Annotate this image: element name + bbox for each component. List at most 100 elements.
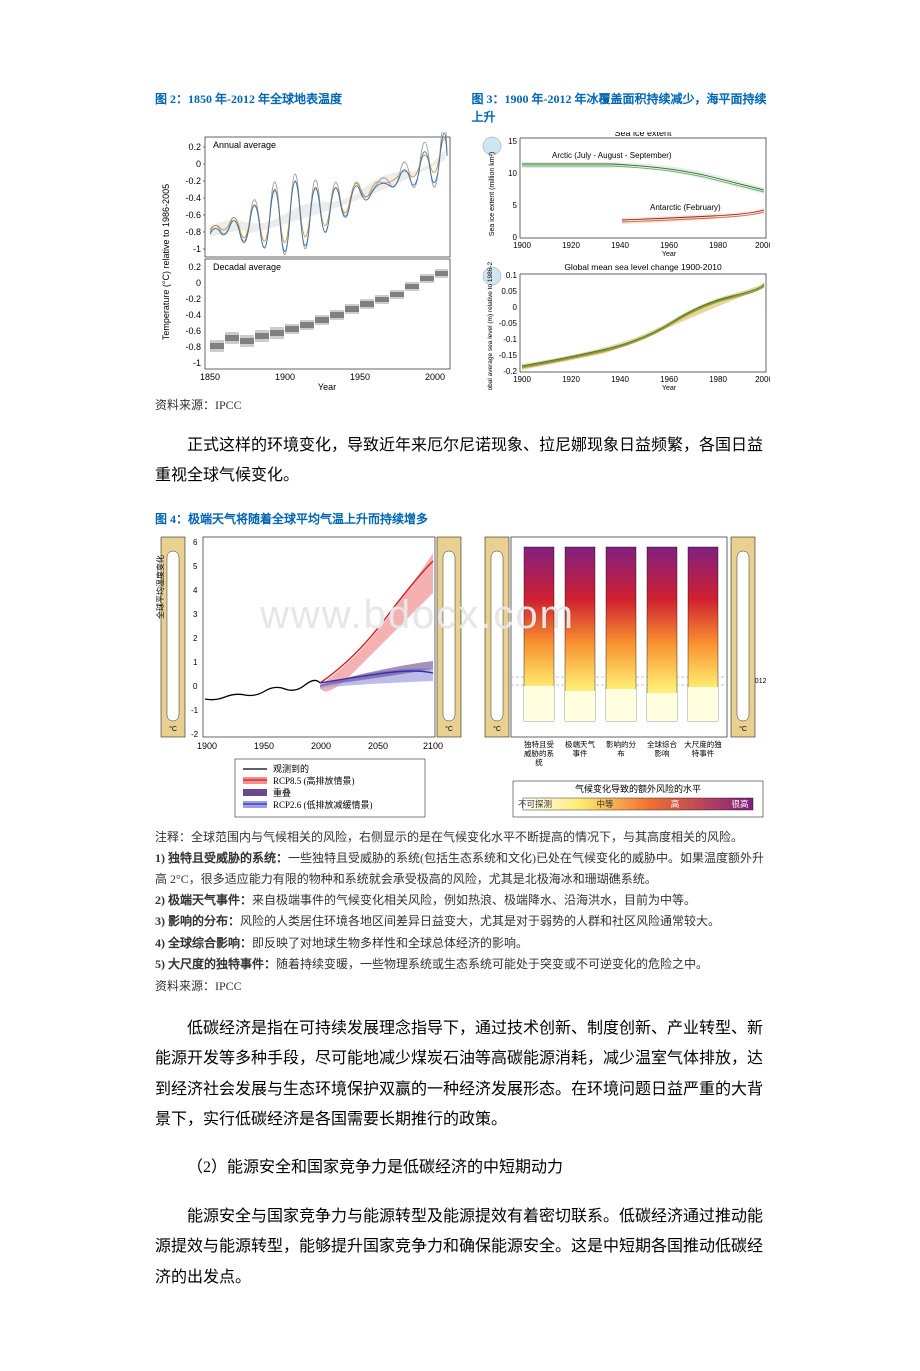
svg-text:Antarctic (February): Antarctic (February) (650, 203, 721, 212)
svg-text:1900: 1900 (197, 741, 217, 751)
svg-text:-0.6: -0.6 (185, 210, 201, 220)
svg-text:高: 高 (671, 799, 680, 809)
notes-item-1: 1) 独特且受威胁的系统：一些独特且受威胁的系统(包括生态系统和文化)已处在气候… (155, 848, 770, 889)
svg-text:0.2: 0.2 (188, 262, 201, 272)
decadal-avg-label: Decadal average (213, 262, 281, 272)
svg-text:大尺度的独特事件: 大尺度的独特事件 (684, 739, 722, 758)
annual-avg-label: Annual average (213, 140, 276, 150)
svg-text:-0.1: -0.1 (503, 335, 517, 344)
svg-text:-0.15: -0.15 (498, 351, 517, 360)
svg-text:-0.8: -0.8 (185, 227, 201, 237)
svg-text:1980: 1980 (709, 375, 727, 384)
svg-text:全球平均温度变化: 全球平均温度变化 (155, 555, 165, 619)
figure3-top-chart: Sea ice extent 15 10 5 0 Arctic (July - … (472, 132, 771, 256)
svg-text:2000: 2000 (425, 372, 445, 382)
svg-text:-0.8: -0.8 (185, 342, 201, 352)
svg-text:°C: °C (493, 725, 501, 733)
svg-text:°C: °C (739, 725, 747, 733)
svg-text:影响的分布: 影响的分布 (606, 739, 636, 758)
svg-text:0: 0 (196, 278, 201, 288)
svg-text:2000: 2000 (755, 241, 770, 250)
svg-text:1980: 1980 (709, 241, 727, 250)
notes-item-3: 3) 影响的分布：风险的人类居住环境各地区间差异日益变大，尤其是对于弱势的人群和… (155, 911, 770, 931)
svg-text:1960: 1960 (660, 375, 678, 384)
figure4-notes: 注释：全球范围内与气候相关的风险，右侧显示的是在气候变化水平不断提高的情况下，与… (155, 827, 770, 996)
svg-text:1940: 1940 (611, 241, 629, 250)
svg-text:0.2: 0.2 (188, 142, 201, 152)
svg-text:5: 5 (512, 201, 517, 210)
svg-text:1900: 1900 (513, 375, 531, 384)
fig2-ylabel: Temperature (°C) relative to 1986-2005 (161, 184, 171, 340)
svg-text:-0.4: -0.4 (185, 193, 201, 203)
svg-text:-0.6: -0.6 (185, 326, 201, 336)
notes-intro: 注释：全球范围内与气候相关的风险，右侧显示的是在气候变化水平不断提高的情况下，与… (155, 827, 770, 847)
svg-text:Year: Year (661, 251, 676, 256)
svg-text:0: 0 (196, 159, 201, 169)
notes-item-4: 4) 全球综合影响：即反映了对地球生物多样性和全球总体经济的影响。 (155, 933, 770, 953)
svg-text:1950: 1950 (254, 741, 274, 751)
svg-text:2: 2 (193, 634, 198, 643)
svg-text:很高: 很高 (731, 799, 748, 809)
figure2-title: 图 2：1850 年-2012 年全球地表温度 (155, 90, 454, 126)
figure4-chart: www.bdocx.com 全球平均温度变化 °C 654 32 (155, 531, 770, 821)
svg-text:1960: 1960 (660, 241, 678, 250)
figure-2-3-row: 0.2 0 -0.2 -0.4 -0.6 -0.8 -1 Annual aver… (155, 132, 770, 392)
svg-text:全球综合影响: 全球综合影响 (647, 739, 677, 758)
notes-item-2: 2) 极端天气事件：来自极端事件的气候变化相关风险，例如热浪、极端降水、沿海洪水… (155, 890, 770, 910)
svg-text:RCP8.5 (高排放情景): RCP8.5 (高排放情景) (273, 775, 355, 786)
svg-text:-1: -1 (193, 358, 201, 368)
svg-text:5: 5 (193, 562, 198, 571)
svg-text:2000: 2000 (755, 375, 770, 384)
svg-text:Year: Year (661, 385, 676, 390)
svg-text:-0.2: -0.2 (185, 176, 201, 186)
svg-text:2050: 2050 (368, 741, 388, 751)
svg-text:2100: 2100 (423, 741, 443, 751)
svg-text:0.05: 0.05 (501, 287, 517, 296)
svg-text:中等: 中等 (596, 799, 614, 809)
svg-text:独特且受威胁的系统: 独特且受威胁的系统 (524, 739, 554, 767)
svg-text:-0.4: -0.4 (185, 310, 201, 320)
svg-text:-1: -1 (191, 706, 199, 715)
svg-text:重叠: 重叠 (273, 787, 291, 798)
svg-text:-0.05: -0.05 (498, 319, 517, 328)
paragraph-2: 低碳经济是指在可持续发展理念指导下，通过技术创新、制度创新、产业转型、新能源开发… (155, 1014, 770, 1136)
svg-text:-1: -1 (193, 244, 201, 254)
paragraph-3: 能源安全与国家竞争力与能源转型及能源提效有着密切联系。低碳经济通过推动能源提效与… (155, 1202, 770, 1293)
notes-item-5: 5) 大尺度的独特事件：随着持续变暖，一些物理系统或生态系统可能处于突变或不可逆… (155, 954, 770, 974)
figure-title-row: 图 2：1850 年-2012 年全球地表温度 图 3：1900 年-2012 … (155, 90, 770, 126)
svg-text:1: 1 (193, 658, 198, 667)
svg-text:Arctic (July - August - Septem: Arctic (July - August - September) (552, 151, 672, 160)
svg-text:0: 0 (512, 303, 517, 312)
figure3-title: 图 3：1900 年-2012 年冰覆盖面积持续减少，海平面持续上升 (472, 90, 771, 126)
svg-text:1920: 1920 (562, 241, 580, 250)
svg-text:15: 15 (508, 137, 517, 146)
figure4-title: 图 4：极端天气将随着全球平均气温上升而持续增多 (155, 510, 770, 527)
svg-text:Global mean sea level change 1: Global mean sea level change 1900-2010 (564, 262, 722, 272)
svg-text:RCP2.6 (低排放减缓情景): RCP2.6 (低排放减缓情景) (273, 799, 373, 810)
section-heading-2: （2）能源安全和国家竞争力是低碳经济的中短期动力 (155, 1153, 770, 1183)
notes-source: 资料来源：IPCC (155, 976, 770, 996)
svg-text:Year: Year (318, 382, 336, 392)
svg-text:1950: 1950 (350, 372, 370, 382)
svg-text:10: 10 (508, 169, 517, 178)
svg-text:1920: 1920 (562, 375, 580, 384)
svg-text:6: 6 (193, 538, 198, 547)
svg-text:-2: -2 (191, 730, 199, 739)
figure2-3-source: 资料来源：IPCC (155, 396, 770, 413)
figure3-charts: Sea ice extent 15 10 5 0 Arctic (July - … (472, 132, 771, 392)
svg-text:°C: °C (445, 725, 453, 733)
svg-text:气候变化导致的额外风险的水平: 气候变化导致的额外风险的水平 (575, 783, 701, 794)
figure3-bottom-chart: Global mean sea level change 1900-2010 0… (472, 262, 771, 390)
svg-text:°C: °C (169, 725, 177, 733)
svg-text:Sea ice extent (million km²): Sea ice extent (million km²) (489, 152, 496, 236)
svg-text:0: 0 (193, 682, 198, 691)
svg-text:Sea ice extent: Sea ice extent (614, 132, 672, 138)
svg-text:2000: 2000 (311, 741, 331, 751)
svg-text:1900: 1900 (513, 241, 531, 250)
svg-text:-0.2: -0.2 (185, 294, 201, 304)
svg-text:Global average sea level (m) r: Global average sea level (m) relative to… (487, 262, 494, 390)
svg-text:1940: 1940 (611, 375, 629, 384)
svg-text:观测到的: 观测到的 (273, 763, 309, 774)
svg-text:3: 3 (193, 610, 198, 619)
svg-text:极端天气事件: 极端天气事件 (565, 739, 595, 758)
